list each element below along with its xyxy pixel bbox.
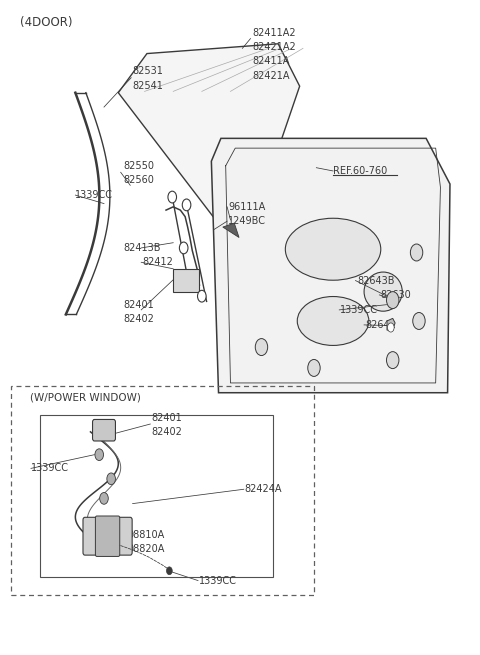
Circle shape — [410, 244, 423, 261]
Text: 96111A: 96111A — [228, 202, 265, 212]
Text: 82531: 82531 — [132, 66, 164, 76]
Text: 82643B: 82643B — [357, 276, 395, 286]
Text: 82413B: 82413B — [123, 243, 161, 253]
Text: 82401: 82401 — [123, 300, 154, 310]
Circle shape — [95, 449, 104, 460]
Bar — [11, 386, 314, 595]
Ellipse shape — [297, 297, 369, 345]
Text: 82402: 82402 — [123, 314, 154, 324]
Circle shape — [413, 312, 425, 329]
Ellipse shape — [285, 218, 381, 280]
Text: (W/POWER WINDOW): (W/POWER WINDOW) — [30, 392, 141, 402]
Text: 82421A: 82421A — [252, 71, 289, 81]
Text: (4DOOR): (4DOOR) — [21, 16, 73, 29]
Bar — [39, 415, 274, 576]
Text: 82402: 82402 — [152, 427, 182, 437]
Text: 82641: 82641 — [365, 320, 396, 330]
Text: REF.60-760: REF.60-760 — [333, 166, 387, 176]
Circle shape — [107, 473, 116, 485]
Text: 82550: 82550 — [123, 160, 154, 171]
FancyBboxPatch shape — [96, 516, 120, 557]
Circle shape — [167, 567, 172, 574]
Polygon shape — [387, 318, 395, 330]
Text: 82560: 82560 — [123, 175, 154, 185]
Text: 98820A: 98820A — [128, 544, 165, 554]
Ellipse shape — [364, 272, 402, 311]
Circle shape — [387, 323, 394, 332]
Text: 82421A2: 82421A2 — [252, 42, 296, 52]
Text: 1339CC: 1339CC — [75, 190, 113, 200]
Text: 82541: 82541 — [132, 81, 164, 91]
Circle shape — [386, 291, 399, 309]
Circle shape — [308, 360, 320, 377]
Circle shape — [255, 339, 268, 356]
Text: 1339CC: 1339CC — [31, 463, 69, 474]
Text: 82411A: 82411A — [252, 56, 289, 66]
Polygon shape — [211, 138, 450, 393]
Circle shape — [182, 199, 191, 211]
Text: 82412: 82412 — [142, 257, 173, 267]
Text: 82401: 82401 — [152, 413, 182, 422]
Text: 82630: 82630 — [381, 290, 411, 300]
Circle shape — [168, 191, 177, 203]
FancyBboxPatch shape — [83, 517, 132, 555]
Text: 1249BC: 1249BC — [228, 216, 266, 226]
Circle shape — [180, 242, 188, 253]
Circle shape — [100, 493, 108, 504]
Text: 1339CC: 1339CC — [199, 576, 238, 586]
Text: 82411A2: 82411A2 — [252, 28, 296, 38]
Circle shape — [198, 290, 206, 302]
Polygon shape — [118, 44, 300, 236]
Text: 82424A: 82424A — [245, 484, 282, 495]
Polygon shape — [223, 223, 239, 238]
Text: 1339CC: 1339CC — [340, 305, 378, 315]
FancyBboxPatch shape — [93, 419, 116, 441]
Bar — [173, 269, 199, 291]
Circle shape — [386, 352, 399, 369]
Text: 98810A: 98810A — [128, 530, 165, 540]
